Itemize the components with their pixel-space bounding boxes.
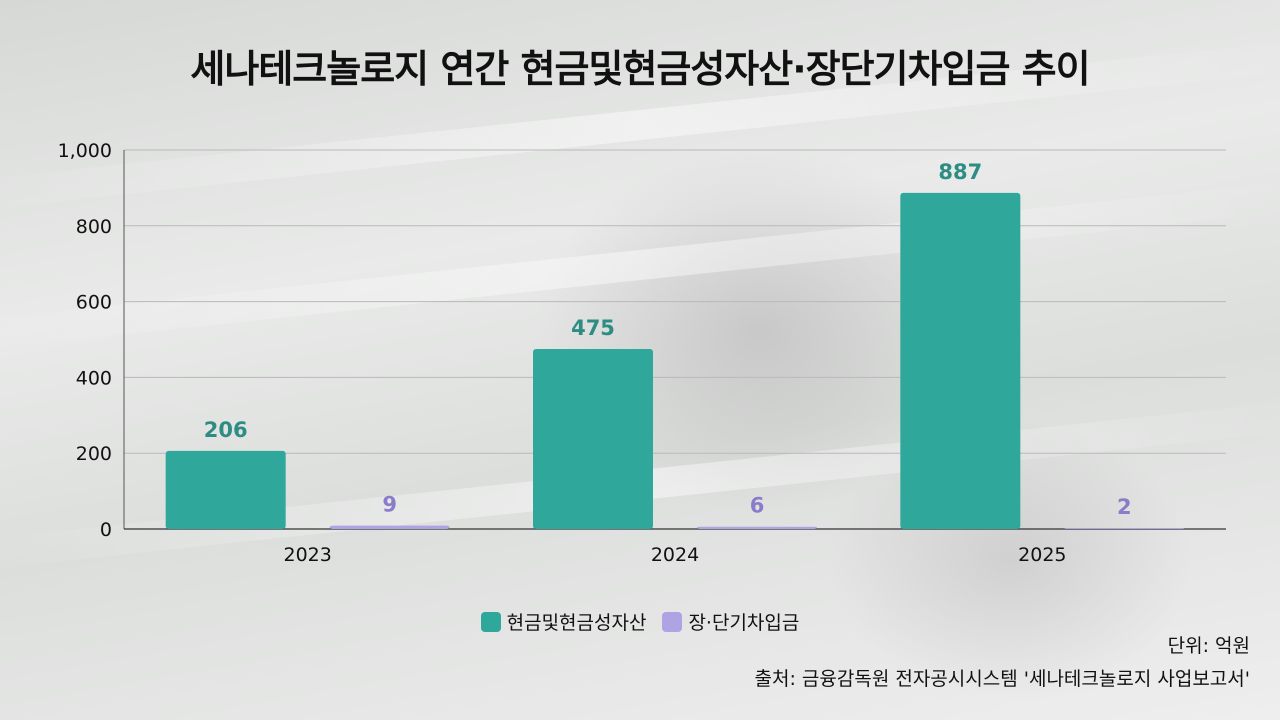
y-tick-label: 1,000: [58, 140, 112, 162]
y-tick-label: 800: [76, 216, 112, 238]
y-tick-label: 600: [76, 292, 112, 314]
legend-label-cash: 현금및현금성자산: [506, 612, 647, 634]
bar-debt-2023: [329, 525, 450, 529]
legend-item-cash: 현금및현금성자산: [480, 608, 647, 635]
bar-chart: 0 200 400 600 800 1,000 206 9 2023 475 6 2024 887 2 20…: [58, 140, 1226, 566]
x-tick-label: 2025: [1018, 544, 1066, 566]
data-label-cash-2024: 475: [571, 316, 615, 340]
unit-note: 단위: 억원: [1167, 635, 1250, 657]
legend-label-debt: 장·단기차입금: [688, 612, 800, 634]
x-tick-label: 2024: [651, 544, 699, 566]
bar-debt-2025: [1064, 528, 1185, 529]
legend-swatch-cash: [480, 611, 501, 632]
legend-swatch-debt: [662, 611, 683, 632]
y-tick-label: 0: [100, 519, 112, 541]
chart-title: 세나테크놀로지 연간 현금및현금성자산·장단기차입금 추이: [190, 47, 1090, 91]
y-tick-label: 200: [76, 443, 112, 465]
bar-debt-2024: [697, 526, 817, 529]
y-tick-label: 400: [76, 367, 112, 389]
bar-cash-2023: [165, 450, 286, 529]
data-label-cash-2023: 206: [204, 418, 248, 442]
data-label-debt-2025: 2: [1117, 495, 1132, 519]
bar-cash-2024: [533, 348, 653, 529]
bar-cash-2025: [900, 192, 1021, 529]
x-tick-label: 2023: [283, 544, 331, 566]
legend-item-debt: 장·단기차입금: [662, 608, 799, 635]
data-label-debt-2023: 9: [382, 493, 397, 517]
chart-legend: 현금및현금성자산 장·단기차입금: [0, 608, 1280, 635]
data-label-debt-2024: 6: [750, 494, 765, 518]
data-label-cash-2025: 887: [938, 160, 982, 184]
source-note: 출처: 금융감독원 전자공시시스템 '세나테크놀로지 사업보고서': [754, 668, 1251, 690]
